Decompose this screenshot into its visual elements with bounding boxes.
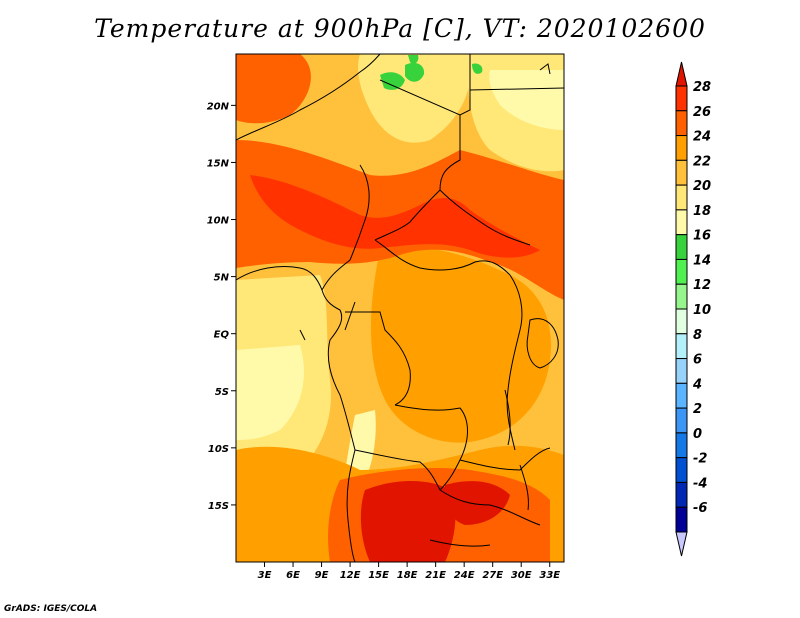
x-tick-label: 15E: [368, 570, 389, 581]
x-tick-label: 9E: [315, 570, 329, 581]
border-libya-niger: [379, 54, 471, 116]
field-green-4: [472, 63, 483, 74]
field-gulf-cool: [236, 345, 304, 440]
x-tick-label: 33E: [539, 570, 560, 581]
coastline-west: [236, 266, 356, 562]
border-drc-angola: [394, 404, 468, 491]
colorbar-box: [675, 283, 688, 310]
grads-credit: GrADS: IGES/COLA: [4, 604, 98, 614]
y-tick-label: 15N: [207, 158, 230, 169]
lake-malawi: [519, 464, 529, 511]
colorbar-box: [675, 358, 688, 384]
border-zambia: [459, 447, 551, 471]
lake-tanganyika: [504, 389, 511, 446]
x-tick-label: 3E: [258, 570, 272, 581]
colorbar-box: [675, 506, 688, 533]
border-egypt-sudan: [469, 87, 564, 91]
field-kalahari-hot: [360, 481, 456, 562]
colorbar-label: 18: [693, 204, 711, 219]
colorbar-label: 12: [693, 278, 711, 293]
border-nigeria-cameroon: [321, 164, 370, 291]
y-tick-label: 5S: [215, 387, 229, 398]
lake-victoria: [526, 318, 559, 369]
colorbar-label: 24: [693, 130, 711, 145]
colorbar-label: 2: [693, 402, 702, 417]
colorbar-label: -4: [693, 476, 707, 491]
map-frame: [235, 53, 565, 563]
colorbar-box: [675, 481, 688, 508]
map-area: [236, 54, 564, 562]
y-tick-label: 20N: [207, 101, 230, 112]
y-tick-label: 15S: [208, 501, 229, 512]
colorbar-top-triangle: [675, 61, 688, 87]
colorbar-box: [675, 85, 688, 112]
colorbar-label: 10: [693, 303, 711, 318]
colorbar-box: [675, 333, 688, 360]
colorbar-label: -2: [693, 452, 707, 467]
border-car-north: [374, 239, 511, 276]
colorbar-box: [675, 308, 688, 335]
chart-title: Temperature at 900hPa [C], VT: 202010260…: [94, 14, 706, 43]
colorbar-box: [675, 382, 688, 409]
colorbar-box: [675, 234, 688, 260]
border-zimbabwe: [439, 489, 541, 526]
colorbar-box: [675, 184, 688, 211]
colorbar-label: 6: [693, 353, 702, 368]
borders: [236, 54, 564, 562]
colorbar-label: 0: [693, 427, 702, 442]
x-tick-label: 6E: [286, 570, 300, 581]
colorbar-label: 8: [693, 328, 702, 343]
x-tick-label: 12E: [340, 570, 361, 581]
colorbar-box: [675, 135, 688, 161]
field-libya-cool: [489, 70, 564, 130]
border-sudan-car: [439, 189, 531, 246]
border-congo: [345, 311, 411, 406]
x-tick-label: 18E: [397, 570, 418, 581]
colorbar-box: [675, 209, 688, 236]
colorbar-label: 22: [693, 154, 711, 169]
field-zambia-hot: [444, 481, 510, 525]
field-green-2: [405, 62, 425, 82]
colorbar-box: [675, 110, 688, 137]
colorbar-label: 14: [693, 253, 711, 268]
sinai: [539, 63, 551, 75]
colorbar-label: 4: [692, 377, 702, 392]
field-nw-warm: [236, 54, 311, 124]
colorbar-label: 28: [693, 80, 711, 95]
border-east-lakes: [506, 274, 523, 451]
y-tick-label: 5N: [214, 273, 230, 284]
y-axis: 20N 15N 10N 5N EQ 5S 10S 15S: [207, 101, 236, 512]
colorbar-box: [675, 258, 688, 285]
border-angola-namibia: [354, 449, 441, 491]
x-tick-label: 30E: [511, 570, 532, 581]
border-algeria-mali: [236, 54, 381, 141]
field-sahel-core: [250, 175, 540, 258]
border-botswana-sa: [429, 539, 491, 547]
x-tick-label: 24E: [454, 570, 475, 581]
x-tick-label: 27E: [482, 570, 503, 581]
colorbar-bottom-triangle: [675, 531, 688, 557]
islands: [299, 301, 356, 341]
y-tick-label: EQ: [214, 330, 230, 341]
x-tick-label: 21E: [425, 570, 446, 581]
border-chad-niger: [374, 115, 461, 241]
colorbar-label: -6: [693, 501, 707, 516]
field-green-1: [380, 72, 405, 90]
x-axis: 3E 6E 9E 12E 15E 18E 21E 24E 27E 30E 33E: [258, 562, 560, 581]
field-green-3: [408, 55, 419, 64]
colorbar-box: [675, 457, 688, 483]
y-tick-label: 10N: [207, 216, 230, 227]
colorbar-box: [675, 432, 688, 459]
colorbar-box: [675, 407, 688, 434]
y-tick-label: 10S: [208, 444, 229, 455]
colorbar-label: 26: [693, 105, 711, 120]
colorbar-box: [675, 159, 688, 186]
colorbar-label: 16: [693, 229, 711, 244]
colorbar-label: 20: [693, 179, 711, 194]
